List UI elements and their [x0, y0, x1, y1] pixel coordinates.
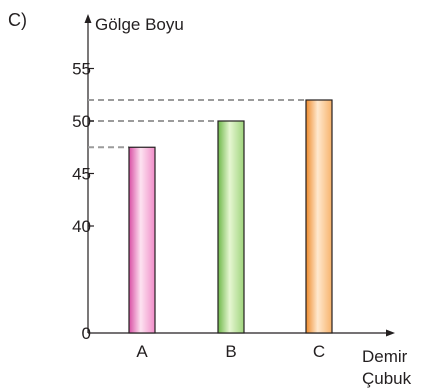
category-label-b: B — [225, 342, 236, 361]
y-tick-label: 40 — [72, 217, 91, 236]
category-label-c: C — [313, 342, 325, 361]
x-axis-label-line-2: Çubuk — [362, 369, 412, 388]
y-tick-label: 0 — [82, 324, 91, 343]
y-tick-label: 55 — [72, 60, 91, 79]
y-axis-label: Gölge Boyu — [95, 15, 184, 34]
bar-b — [217, 120, 245, 334]
bar-a — [128, 146, 156, 334]
bar-c — [305, 99, 333, 334]
y-axis-arrow — [84, 14, 92, 23]
x-axis-arrow — [386, 329, 395, 337]
y-tick-label: 45 — [72, 165, 91, 184]
x-axis-label-line-1: Demir — [362, 347, 408, 366]
y-tick-label: 50 — [72, 112, 91, 131]
category-label-a: A — [136, 342, 148, 361]
option-label: C) — [8, 10, 27, 30]
